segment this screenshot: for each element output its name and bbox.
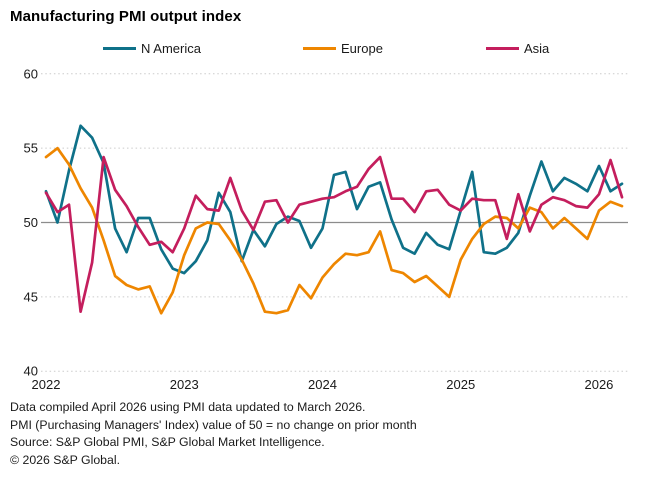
chart-title: Manufacturing PMI output index xyxy=(10,8,242,25)
legend-item-n-america: N America xyxy=(103,40,201,56)
x-tick-label-2025: 2025 xyxy=(446,377,475,392)
y-tick-label-50: 50 xyxy=(24,215,38,230)
n-america-line-swatch xyxy=(103,46,136,50)
y-tick-label-45: 45 xyxy=(24,289,38,304)
footnote-compiled: Data compiled April 2026 using PMI data … xyxy=(10,400,366,414)
legend-item-europe: Europe xyxy=(303,40,383,56)
legend-label-asia: Asia xyxy=(524,40,550,56)
europe-line-swatch xyxy=(303,46,336,50)
series-line-asia xyxy=(44,155,624,314)
legend-label-europe: Europe xyxy=(341,40,383,56)
y-tick-label-60: 60 xyxy=(24,66,38,81)
x-tick-label-2026: 2026 xyxy=(584,377,613,392)
footnote-pmi-definition: PMI (Purchasing Managers' Index) value o… xyxy=(10,417,417,432)
legend-label-n-america: N America xyxy=(141,40,201,56)
x-tick-label-2023: 2023 xyxy=(170,377,199,392)
y-tick-label-40: 40 xyxy=(24,364,38,379)
asia-line-swatch xyxy=(486,46,519,50)
y-tick-label-55: 55 xyxy=(24,141,38,156)
footnotes: Data compiled April 2026 using PMI data … xyxy=(10,399,660,469)
x-tick-label-2024: 2024 xyxy=(308,377,337,392)
series-line-n-america xyxy=(44,124,624,275)
footnote-copyright: © 2026 S&P Global. xyxy=(10,452,121,467)
legend: N America Europe Asia xyxy=(0,40,667,56)
legend-item-asia: Asia xyxy=(486,40,549,56)
x-tick-label-2022: 2022 xyxy=(32,377,61,392)
series-line-europe xyxy=(44,146,624,315)
footnote-source: Source: S&P Global PMI, S&P Global Marke… xyxy=(10,435,325,449)
